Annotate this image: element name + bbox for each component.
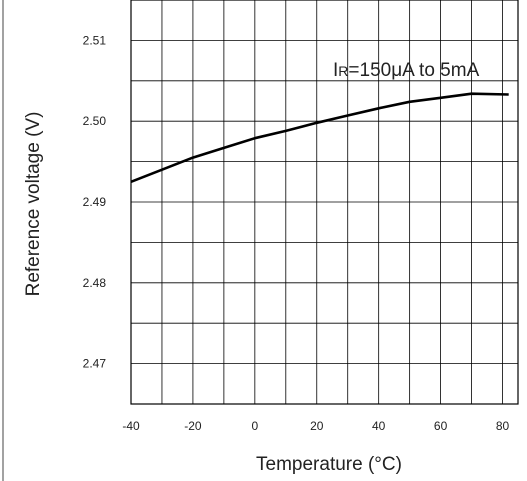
x-tick-label: 40 [372,419,386,433]
series-line [130,92,509,184]
annotation-prefix: I [333,60,338,81]
y-tick-label: 2.51 [83,33,107,47]
y-axis-title: Reference voltage (V) [23,112,44,297]
series-layer [130,92,509,184]
series-annotation: IR=150μA to 5mA [333,60,480,81]
x-tick-label: 60 [434,419,448,433]
y-tick-labels: 2.51 2.50 2.49 2.48 2.47 [83,33,107,370]
y-tick-label: 2.50 [83,114,107,128]
plot-frame [130,0,519,405]
x-tick-label: 0 [251,419,258,433]
grid [131,0,518,404]
y-tick-label: 2.49 [83,195,107,209]
x-tick-label: 80 [496,419,510,433]
y-tick-label: 2.48 [83,276,107,290]
x-tick-label: -20 [184,419,202,433]
annotation-subscript: R [338,63,348,79]
x-tick-labels: -40 -20 0 20 40 60 80 [122,419,509,433]
x-axis-title: Temperature (°C) [256,454,402,475]
x-tick-label: -40 [122,419,140,433]
annotation-suffix: =150μA to 5mA [348,60,479,81]
y-tick-label: 2.47 [83,357,107,371]
x-tick-label: 20 [310,419,324,433]
